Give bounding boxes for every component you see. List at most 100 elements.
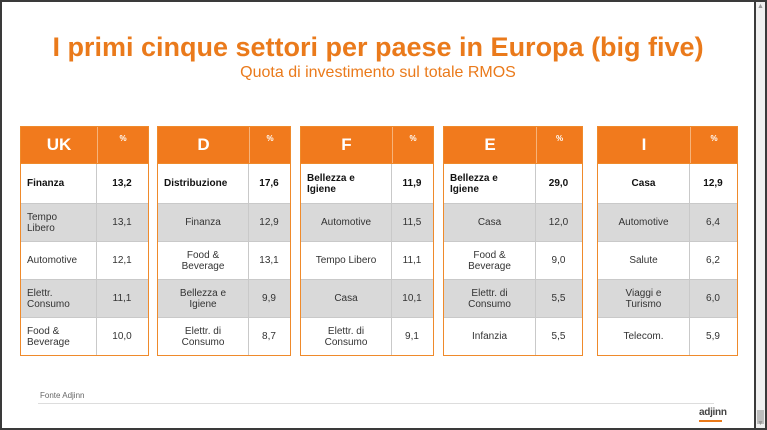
adjinn-logo: adjinn	[699, 407, 727, 418]
table-row: Automotive 6,4	[598, 203, 737, 241]
sector-name: Casa	[301, 280, 392, 317]
table-header: E%	[444, 127, 582, 163]
sector-value: 13,1	[259, 255, 279, 266]
table-row: Automotive 12,1	[21, 241, 148, 279]
percent-header: %	[409, 134, 417, 143]
sector-name: Tempo Libero	[301, 242, 392, 279]
sector-value: 10,1	[402, 293, 422, 304]
country-table-e: E% Bellezza e Igiene 29,0 Casa 12,0 Food & Be…	[443, 126, 583, 356]
percent-header: %	[119, 134, 127, 143]
sector-name: Finanza	[21, 164, 97, 203]
sector-name: Bellezza e Igiene	[158, 280, 249, 317]
country-table-uk: UK% Finanza 13,2 Tempo Libero 13,1 Automotive…	[20, 126, 149, 356]
sector-name: Food & Beverage	[158, 242, 249, 279]
table-row: Food & Beverage 10,0	[21, 317, 148, 355]
country-table-d: D% Distribuzione 17,6 Finanza 12,9 Food & Bev…	[157, 126, 291, 356]
sector-name: Infanzia	[444, 318, 536, 355]
sector-name: Elettr. di Consumo	[301, 318, 392, 355]
table-row: Food & Beverage 13,1	[158, 241, 290, 279]
sector-value: 29,0	[548, 178, 569, 189]
table-row: Bellezza e Igiene 9,9	[158, 279, 290, 317]
table-row: Food & Beverage 9,0	[444, 241, 582, 279]
sector-name: Bellezza e Igiene	[444, 164, 536, 203]
scroll-down-icon[interactable]: ▼	[757, 420, 764, 427]
country-label: E	[444, 127, 537, 163]
sector-name: Casa	[598, 164, 690, 203]
sector-value: 8,7	[262, 331, 276, 342]
sector-name: Automotive	[301, 204, 392, 241]
slide: I primi cinque settori per paese in Euro…	[2, 2, 754, 428]
sector-value: 12,1	[112, 255, 132, 266]
table-row: Bellezza e Igiene 29,0	[444, 163, 582, 203]
sector-value: 11,5	[402, 217, 422, 228]
table-row: Infanzia 5,5	[444, 317, 582, 355]
table-row: Casa 12,9	[598, 163, 737, 203]
table-row: Automotive 11,5	[301, 203, 433, 241]
table-row: Tempo Libero 13,1	[21, 203, 148, 241]
sector-name: Casa	[444, 204, 536, 241]
table-header: F%	[301, 127, 433, 163]
slide-subtitle: Quota di investimento sul totale RMOS	[240, 64, 516, 81]
sector-value: 17,6	[259, 178, 279, 189]
table-row: Elettr. Consumo 11,1	[21, 279, 148, 317]
country-label: D	[158, 127, 250, 163]
sector-value: 11,1	[112, 293, 132, 304]
sector-value: 11,1	[402, 255, 422, 266]
sector-name: Food & Beverage	[444, 242, 536, 279]
percent-header: %	[710, 134, 718, 143]
table-row: Telecom. 5,9	[598, 317, 737, 355]
table-header: I%	[598, 127, 737, 163]
slide-title: I primi cinque settori per paese in Euro…	[52, 32, 704, 62]
sector-value: 12,0	[548, 217, 569, 228]
logo-underline	[699, 420, 722, 422]
table-row: Viaggi e Turismo 6,0	[598, 279, 737, 317]
sector-value: 11,9	[402, 178, 422, 189]
country-label: F	[301, 127, 393, 163]
sector-name: Distribuzione	[158, 164, 249, 203]
table-row: Finanza 12,9	[158, 203, 290, 241]
sector-value: 12,9	[703, 178, 723, 189]
scroll-up-icon[interactable]: ▲	[757, 3, 764, 10]
sector-name: Telecom.	[598, 318, 690, 355]
sector-name: Tempo Libero	[21, 204, 97, 241]
sector-value: 6,2	[706, 255, 720, 266]
country-table-f: F% Bellezza e Igiene 11,9 Automotive 11,5 Tem…	[300, 126, 434, 356]
table-row: Elettr. di Consumo 9,1	[301, 317, 433, 355]
sector-value: 5,5	[551, 293, 566, 304]
sector-value: 5,5	[551, 331, 566, 342]
sector-value: 6,0	[706, 293, 720, 304]
table-row: Distribuzione 17,6	[158, 163, 290, 203]
sector-value: 13,1	[112, 217, 132, 228]
country-label: I	[598, 127, 691, 163]
sector-name: Automotive	[598, 204, 690, 241]
sector-value: 12,9	[259, 217, 279, 228]
country-table-i: I% Casa 12,9 Automotive 6,4 Salute 6,2 Viaggi e…	[597, 126, 738, 356]
table-header: UK%	[21, 127, 148, 163]
percent-header: %	[266, 134, 274, 143]
sector-name: Viaggi e Turismo	[598, 280, 690, 317]
percent-header: %	[555, 134, 564, 143]
sector-name: Automotive	[21, 242, 97, 279]
table-row: Tempo Libero 11,1	[301, 241, 433, 279]
table-row: Elettr. di Consumo 5,5	[444, 279, 582, 317]
sector-value: 9,0	[551, 255, 566, 266]
scroll-thumb[interactable]	[757, 410, 764, 424]
country-label: UK	[21, 127, 98, 163]
sector-value: 5,9	[706, 331, 720, 342]
sector-name: Finanza	[158, 204, 249, 241]
vertical-scrollbar[interactable]: ▲ ▼	[756, 2, 765, 428]
sector-name: Food & Beverage	[21, 318, 97, 355]
sector-name: Bellezza e Igiene	[301, 164, 392, 203]
sector-value: 9,1	[405, 331, 419, 342]
sector-name: Elettr. di Consumo	[444, 280, 536, 317]
table-header: D%	[158, 127, 290, 163]
table-row: Finanza 13,2	[21, 163, 148, 203]
divider	[38, 403, 714, 404]
table-row: Casa 10,1	[301, 279, 433, 317]
sector-name: Elettr. Consumo	[21, 280, 97, 317]
sector-name: Salute	[598, 242, 690, 279]
table-row: Salute 6,2	[598, 241, 737, 279]
sector-value: 13,2	[112, 178, 132, 189]
sector-value: 9,9	[262, 293, 276, 304]
table-row: Bellezza e Igiene 11,9	[301, 163, 433, 203]
